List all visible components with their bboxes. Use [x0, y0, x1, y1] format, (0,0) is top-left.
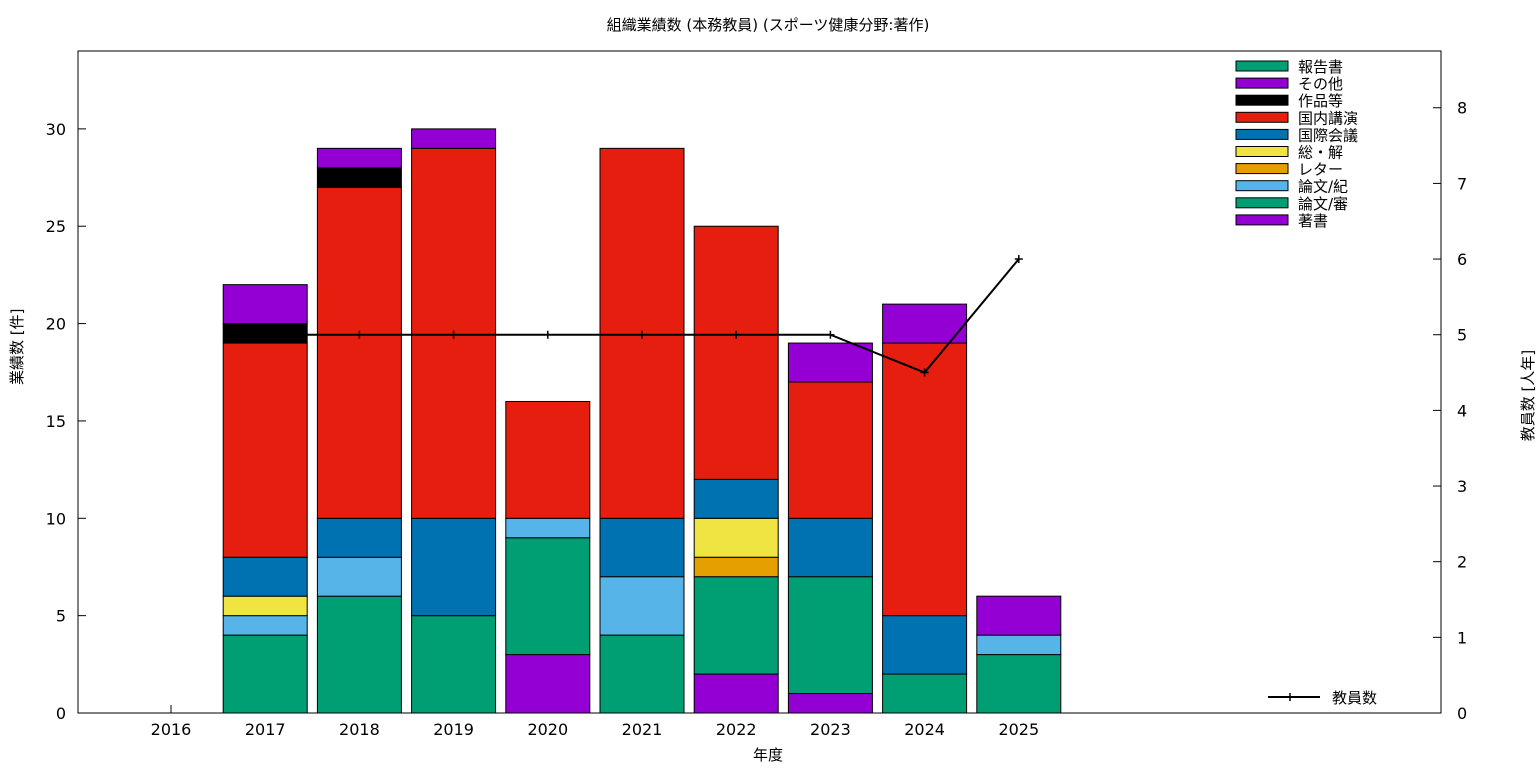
y-tick-label: 10 [46, 509, 66, 528]
bar-segment [316, 167, 402, 188]
y-tick-label: 30 [46, 120, 66, 139]
bar-segment [599, 634, 685, 714]
bar-segment [976, 634, 1062, 656]
bar-segment [976, 654, 1062, 714]
legend-label: 作品等 [1298, 92, 1343, 110]
bar-segment [411, 128, 497, 149]
legend-swatch [1235, 197, 1289, 209]
line-point [261, 330, 270, 339]
line-point [638, 330, 646, 339]
bar-segment [882, 303, 968, 344]
y2-tick-label: 0 [1457, 704, 1467, 723]
legend-swatch [1235, 77, 1289, 89]
bar-segment [222, 615, 308, 636]
line-legend-label: 教員数 [1332, 689, 1377, 707]
bar-segment [693, 576, 779, 675]
line-point [732, 330, 741, 339]
bar-segment [787, 517, 873, 578]
bar-segment [316, 147, 402, 169]
x-tick-label: 2019 [433, 720, 474, 739]
y-tick-label: 15 [46, 412, 66, 431]
bar-segment [222, 595, 308, 617]
legend-swatch [1235, 111, 1289, 123]
bar-segment [599, 576, 685, 636]
legend-swatch [1235, 146, 1289, 157]
y-tick-label: 0 [56, 704, 66, 723]
bar-segment [693, 478, 779, 519]
legend-swatch [1235, 60, 1289, 72]
bar-segment [411, 517, 497, 617]
x-tick-label: 2020 [527, 720, 568, 739]
bar-segment [693, 673, 779, 714]
bar-segment [882, 673, 968, 714]
x-tick-label: 2025 [998, 720, 1039, 739]
legend-swatch [1235, 214, 1289, 226]
bar-segment [222, 556, 308, 597]
legend-label: 著書 [1298, 212, 1328, 230]
bar-segment [882, 615, 968, 675]
line-point [826, 330, 835, 339]
bar-segment [787, 693, 873, 714]
bar-segment [505, 537, 591, 656]
bar-segment [787, 342, 873, 383]
legend-swatch [1235, 163, 1289, 175]
legend-label: 国際会議 [1298, 126, 1358, 144]
bar-segment [787, 381, 873, 519]
y2-tick-label: 1 [1457, 628, 1467, 647]
bar-segment [222, 634, 308, 714]
bar-segment [976, 595, 1062, 636]
line-point [355, 330, 364, 339]
bar-segment [693, 556, 779, 578]
bar-segment [316, 595, 402, 714]
x-tick-label: 2016 [151, 720, 192, 739]
y2-tick-label: 4 [1457, 401, 1467, 420]
bar-segment [505, 517, 591, 539]
y-tick-label: 5 [56, 607, 66, 626]
line-point [1014, 255, 1023, 264]
x-tick-label: 2024 [904, 720, 945, 739]
bar-segment [222, 284, 308, 325]
x-tick-label: 2022 [716, 720, 757, 739]
x-tick-label: 2021 [622, 720, 663, 739]
y2-tick-label: 3 [1457, 477, 1467, 496]
legend-swatch [1235, 128, 1289, 140]
line-point [920, 368, 929, 377]
y2-tick-label: 7 [1457, 174, 1467, 193]
bar-segment [316, 517, 402, 558]
x-axis-label: 年度 [752, 746, 783, 764]
bar-segment [693, 517, 779, 558]
legend-label: 総・解 [1298, 144, 1343, 162]
bar-segment [505, 654, 591, 714]
bar-segment [787, 576, 873, 695]
legend-label: その他 [1298, 75, 1343, 93]
line-point [449, 330, 458, 339]
chart-title: 組織業績数 (本務教員) (スポーツ健康分野:著作) [606, 16, 930, 34]
y-tick-label: 20 [46, 315, 66, 334]
y2-tick-label: 5 [1457, 326, 1467, 345]
legend-label: レター [1298, 161, 1343, 179]
legend-label: 論文/審 [1298, 195, 1348, 213]
bar-segment [882, 342, 968, 617]
bar-segment [411, 615, 497, 714]
bar-segment [316, 186, 402, 519]
x-tick-label: 2017 [245, 720, 286, 739]
y2-tick-label: 2 [1457, 553, 1467, 572]
line-point [543, 330, 552, 339]
legend-swatch [1235, 94, 1289, 106]
bar-segment [222, 342, 308, 558]
legend-swatch [1235, 180, 1289, 192]
bar-segment [505, 400, 591, 519]
y2-tick-label: 8 [1457, 99, 1467, 118]
bar-segment [693, 225, 779, 480]
x-tick-label: 2018 [339, 720, 380, 739]
y2-tick-label: 6 [1457, 250, 1467, 269]
y-tick-label: 25 [46, 217, 66, 236]
legend-label: 報告書 [1298, 58, 1343, 76]
bar-segment [316, 556, 402, 597]
legend-label: 国内講演 [1298, 109, 1358, 127]
legend-label: 論文/紀 [1298, 178, 1348, 196]
bar-segment [599, 517, 685, 578]
x-tick-label: 2023 [810, 720, 851, 739]
